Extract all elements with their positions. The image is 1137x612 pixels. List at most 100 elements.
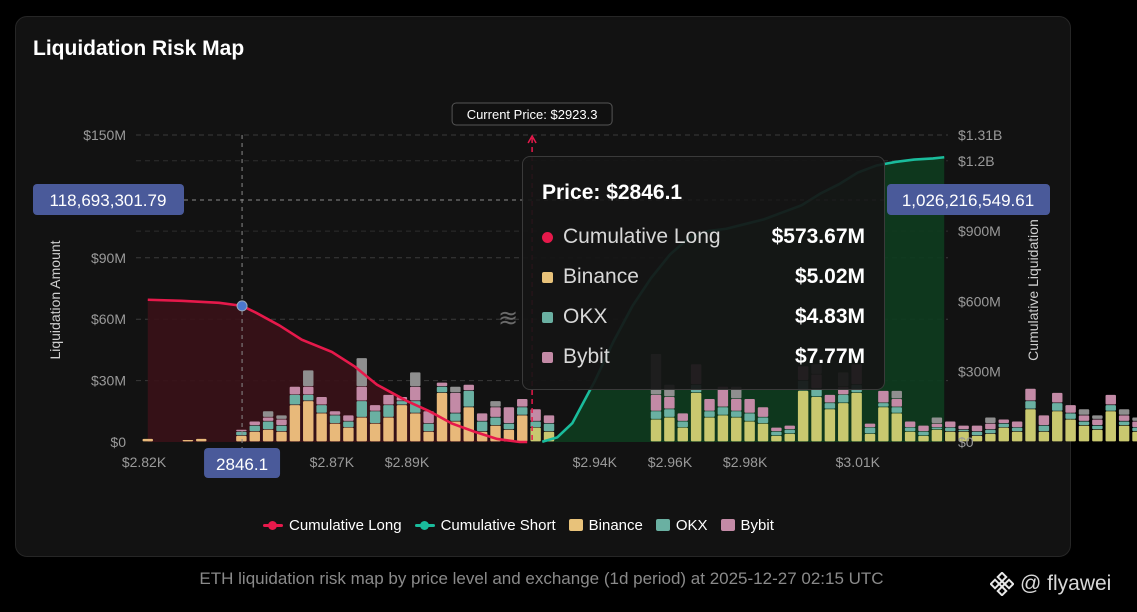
legend-item-cumulative-long[interactable]: Cumulative Long: [263, 515, 402, 535]
binance-bar: [289, 405, 301, 442]
binance-bar: [249, 431, 260, 442]
okx-bar: [891, 407, 902, 413]
x-tick-label: $2.82K: [122, 454, 167, 470]
okx-bar: [436, 386, 448, 393]
chart-legend: Cumulative Long Cumulative Short Binance…: [263, 515, 774, 535]
x-tick-label: $2.96K: [648, 454, 693, 470]
okx-bar: [1065, 413, 1076, 419]
binance-bar: [1065, 419, 1076, 442]
binance-bar: [690, 392, 702, 442]
okx-bar: [369, 411, 381, 423]
okx-bar: [517, 407, 528, 415]
okx-bar: [1118, 421, 1130, 426]
binance-bar: [971, 435, 983, 442]
bybit-bar: [864, 423, 876, 428]
okx-bar: [236, 431, 247, 436]
binance-bar: [931, 429, 943, 442]
bybit-bar: [262, 417, 274, 421]
binance-bar: [343, 427, 354, 442]
binance-bar: [423, 431, 434, 442]
other-bar: [450, 386, 461, 393]
bybit-bar: [757, 407, 769, 417]
okx-bar: [958, 429, 969, 432]
legend-item-bybit[interactable]: Bybit: [720, 515, 774, 535]
legend-swatch: [263, 520, 283, 530]
bybit-bar: [704, 399, 715, 411]
binance-bar: [503, 429, 515, 442]
binance-bar: [664, 417, 675, 442]
binance-bar: [838, 403, 849, 442]
crosshair-x-value: 2846.1: [216, 455, 268, 474]
binance-bar: [851, 392, 862, 442]
binance-bar: [744, 421, 755, 442]
binance-bar: [182, 439, 194, 442]
tooltip-label: OKX: [563, 305, 608, 328]
legend-item-okx[interactable]: OKX: [655, 515, 708, 535]
bybit-bar: [1118, 415, 1130, 421]
binance-bar: [784, 433, 795, 442]
tooltip-swatch: [542, 232, 553, 243]
bybit-bar: [717, 386, 729, 407]
tooltip-swatch: [542, 272, 553, 283]
okx-bar: [543, 423, 555, 432]
binance-bar: [824, 409, 836, 442]
binance-bar: [356, 417, 367, 442]
okx-bar: [945, 427, 956, 432]
x-tick-label: $2.89K: [385, 454, 430, 470]
okx-bar: [1078, 421, 1090, 426]
bybit-bar: [1132, 421, 1137, 428]
okx-bar: [249, 425, 260, 432]
legend-item-binance[interactable]: Binance: [568, 515, 643, 535]
binance-bar: [864, 433, 876, 442]
okx-bar: [1092, 425, 1103, 430]
binance-bar: [1078, 425, 1090, 442]
other-bar: [1132, 417, 1137, 421]
bybit-bar: [329, 411, 341, 415]
x-tick-label: $2.87K: [310, 454, 355, 470]
okx-bar: [784, 429, 795, 434]
y-left-tick-label: $0: [110, 434, 126, 450]
other-bar: [303, 370, 314, 387]
legend-item-cumulative-short[interactable]: Cumulative Short: [414, 515, 556, 535]
okx-bar: [1105, 405, 1116, 411]
binance-bar: [811, 396, 822, 442]
binance-bar: [329, 423, 341, 442]
okx-bar: [1025, 401, 1036, 409]
bybit-bar: [463, 384, 474, 391]
okx-bar: [811, 388, 822, 397]
binance-bar: [463, 407, 474, 442]
hover-tooltip: Price: $2846.1 Cumulative Long $573.67M …: [522, 156, 885, 390]
bybit-bar: [824, 394, 836, 403]
tooltip-value: $7.77M: [794, 345, 865, 368]
bybit-bar: [664, 396, 675, 409]
legend-label: Cumulative Short: [440, 516, 556, 534]
tooltip-title: Price: $2846.1: [542, 181, 683, 204]
y-right-tick-label: $600M: [958, 293, 1001, 309]
okx-bar: [918, 431, 929, 436]
okx-bar: [757, 417, 769, 423]
legend-swatch: [655, 519, 670, 531]
cumulative-long-line: [147, 298, 528, 444]
okx-bar: [931, 427, 943, 430]
brand-handle: @ flyawei: [1020, 572, 1112, 595]
binance-bar: [1025, 409, 1036, 442]
other-bar: [410, 372, 421, 387]
y-right-tick-label: $0: [958, 434, 974, 450]
okx-bar: [450, 413, 461, 421]
bybit-bar: [436, 382, 448, 387]
binance-bar: [650, 419, 662, 442]
okx-bar: [396, 401, 408, 405]
other-bar: [891, 390, 902, 399]
crosshair-y-left-value: 118,693,301.79: [50, 191, 167, 210]
bybit-bar: [1078, 415, 1090, 421]
binance-bar: [276, 431, 287, 442]
binance-bar: [262, 429, 274, 442]
okx-bar: [530, 421, 541, 428]
binance-bar: [396, 405, 408, 442]
bybit-bar: [543, 415, 555, 423]
okx-bar: [463, 390, 474, 407]
y-right-axis-title: Cumulative Liquidation: [1025, 219, 1041, 361]
current-price-label-box: [451, 102, 613, 126]
bybit-bar: [1038, 415, 1050, 426]
okx-bar: [343, 421, 354, 428]
